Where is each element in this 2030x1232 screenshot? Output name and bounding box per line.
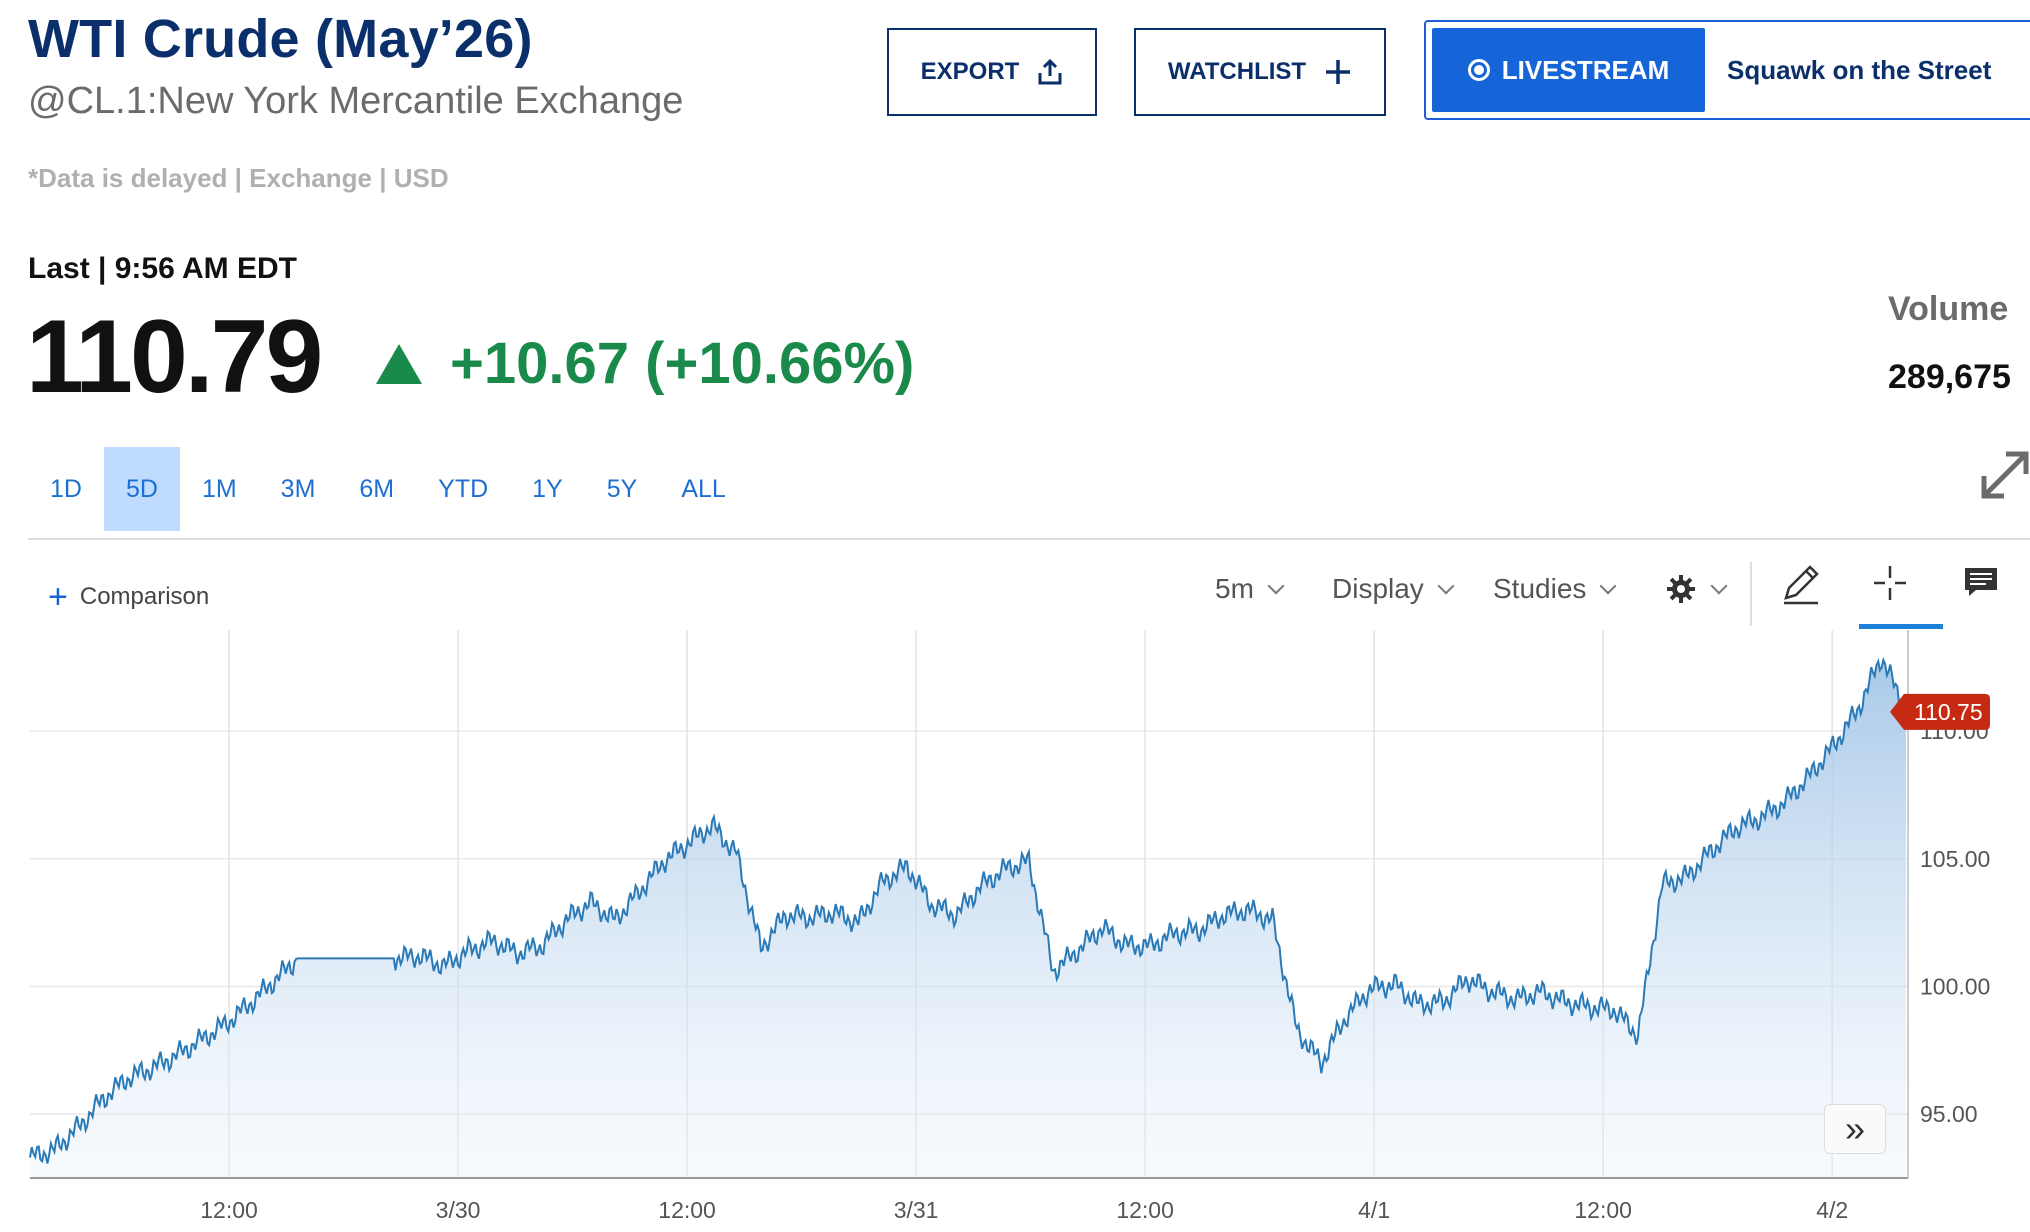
delayed-data-note: *Data is delayed | Exchange | USD bbox=[28, 163, 449, 193]
up-arrow-icon bbox=[376, 343, 422, 384]
volume-label: Volume bbox=[1888, 290, 2009, 328]
x-tick-label: 12:00 bbox=[658, 1197, 716, 1223]
studies-dropdown[interactable]: Studies bbox=[1493, 573, 1617, 605]
x-tick-label: 3/30 bbox=[436, 1197, 481, 1223]
x-tick-label: 4/1 bbox=[1358, 1197, 1390, 1223]
y-tick-label: 95.00 bbox=[1920, 1101, 1978, 1127]
toolbar-divider bbox=[1750, 562, 1752, 626]
range-5y[interactable]: 5Y bbox=[606, 474, 638, 503]
display-dropdown[interactable]: Display bbox=[1332, 573, 1455, 605]
price-area-fill bbox=[30, 660, 1906, 1178]
export-button[interactable]: EXPORT bbox=[887, 28, 1097, 116]
settings-dropdown[interactable] bbox=[1665, 573, 1728, 605]
page-title: WTI Crude (May’26) bbox=[28, 9, 533, 69]
last-price: 110.79 bbox=[26, 299, 323, 415]
x-tick-label: 12:00 bbox=[1574, 1197, 1632, 1223]
watchlist-button[interactable]: WATCHLIST bbox=[1134, 28, 1386, 116]
scroll-to-latest-button[interactable]: » bbox=[1824, 1104, 1886, 1154]
chevron-down-icon bbox=[1599, 577, 1617, 595]
time-range-selector: 1D 5D 1M 3M 6M YTD 1Y 5Y ALL bbox=[28, 447, 748, 531]
watchlist-label: WATCHLIST bbox=[1167, 58, 1307, 85]
section-divider bbox=[28, 538, 2030, 540]
chevron-down-icon bbox=[1710, 577, 1728, 595]
interval-dropdown[interactable]: 5m bbox=[1215, 573, 1285, 605]
volume-value: 289,675 bbox=[1888, 358, 2011, 396]
y-tick-label: 105.00 bbox=[1920, 846, 1990, 872]
livestream-banner[interactable]: LIVESTREAM Squawk on the Street bbox=[1424, 20, 2030, 120]
gear-icon bbox=[1667, 575, 1695, 603]
price-change: +10.67 (+10.66%) bbox=[376, 330, 914, 397]
price-change-value: +10.67 (+10.66%) bbox=[450, 331, 915, 396]
range-1m[interactable]: 1M bbox=[201, 474, 237, 503]
range-6m[interactable]: 6M bbox=[359, 474, 395, 503]
livestream-button[interactable]: LIVESTREAM bbox=[1432, 28, 1705, 112]
studies-label: Studies bbox=[1493, 573, 1587, 604]
livestream-show-title[interactable]: Squawk on the Street bbox=[1727, 54, 1992, 85]
price-line bbox=[29, 656, 1907, 1164]
x-tick-label: 3/31 bbox=[894, 1197, 939, 1223]
last-trade-label: Last | 9:56 AM EDT bbox=[28, 252, 298, 285]
y-tick-label: 100.00 bbox=[1920, 973, 1990, 999]
pencil-icon[interactable] bbox=[1780, 562, 1822, 606]
x-tick-label: 4/2 bbox=[1816, 1197, 1848, 1223]
active-tool-indicator bbox=[1859, 624, 1943, 629]
double-chevron-right-icon: » bbox=[1844, 1108, 1866, 1149]
comment-icon[interactable] bbox=[1962, 562, 2000, 602]
crosshair-icon[interactable] bbox=[1870, 562, 1910, 606]
plus-icon: + bbox=[48, 578, 68, 616]
current-price-flag bbox=[1890, 693, 1990, 730]
comparison-label: Comparison bbox=[79, 583, 210, 610]
range-1d[interactable]: 1D bbox=[50, 474, 82, 503]
exchange-subtitle: @CL.1:New York Mercantile Exchange bbox=[28, 80, 684, 122]
plus-icon bbox=[1326, 60, 1351, 84]
chevron-down-icon bbox=[1437, 577, 1455, 595]
x-tick-label: 12:00 bbox=[200, 1197, 258, 1223]
current-price-label: 110.75 bbox=[1914, 699, 1983, 725]
x-tick-label: 12:00 bbox=[1116, 1197, 1174, 1223]
expand-arrows-icon[interactable] bbox=[1980, 446, 2030, 500]
range-3m[interactable]: 3M bbox=[280, 474, 316, 503]
export-label: EXPORT bbox=[920, 58, 1020, 85]
live-indicator-icon bbox=[1467, 59, 1490, 81]
range-5d[interactable]: 5D bbox=[103, 447, 180, 531]
range-all[interactable]: ALL bbox=[681, 474, 726, 503]
share-upload-icon bbox=[1038, 58, 1062, 85]
livestream-label: LIVESTREAM bbox=[1501, 54, 1670, 85]
range-ytd[interactable]: YTD bbox=[438, 474, 489, 503]
display-label: Display bbox=[1332, 573, 1424, 604]
chevron-down-icon bbox=[1267, 577, 1285, 595]
interval-value: 5m bbox=[1215, 573, 1254, 604]
comparison-button[interactable]: + Comparison bbox=[48, 580, 209, 614]
range-1y[interactable]: 1Y bbox=[532, 474, 563, 503]
